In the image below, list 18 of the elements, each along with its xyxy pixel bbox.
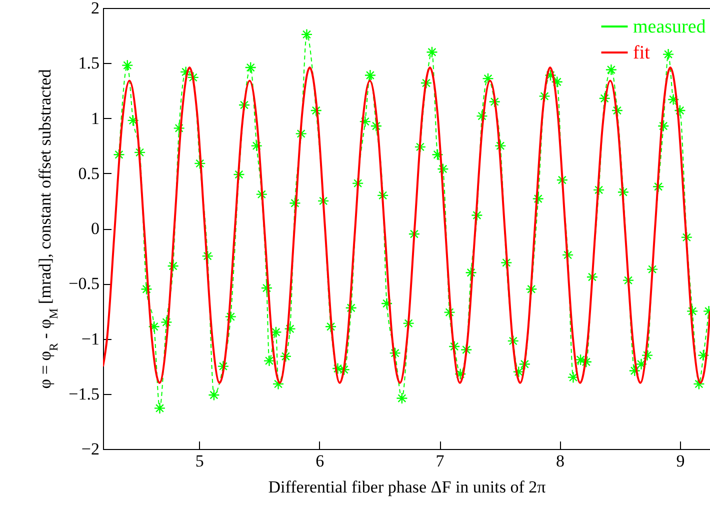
y-tick-label: −0.5 [68,274,100,294]
x-tick-label: 8 [556,452,564,470]
x-tick-label: 6 [316,452,324,470]
y-tick-label: 2 [91,0,100,18]
y-tick-label: 0.5 [78,164,100,183]
y-tick-label: −1.5 [68,384,100,404]
line-series [103,66,710,384]
x-tick-label: 7 [436,452,445,470]
y-tick-label: −1 [81,329,100,348]
legend-label: fit [633,42,651,64]
y-tick-label: −2 [81,440,100,458]
legend-label: measured [633,16,706,38]
x-tick-label: 5 [195,452,204,470]
y-tick-label: 1 [91,108,100,128]
x-axis-title: Differential fiber phase ΔF in units of 2π [268,478,546,496]
x-tick-label: 9 [676,452,685,470]
y-tick-label: 1.5 [78,54,100,73]
y-tick-label: 0 [91,219,100,238]
